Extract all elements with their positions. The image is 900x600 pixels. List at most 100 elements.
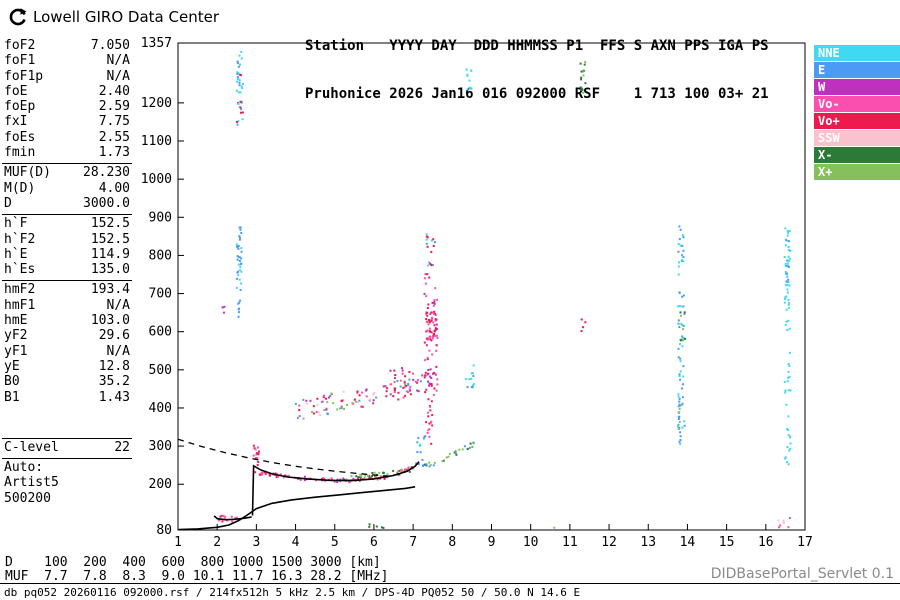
param-group: MUF(D) 28.230 M(D) 4.00 D 3000.0 [2,163,132,214]
echo-dot [677,415,680,418]
echo-dot [374,475,377,478]
echo-dot [787,303,790,306]
direction-legend: NNE E W Vo- Vo+ SSW X- X+ [814,45,900,181]
echo-dot [384,385,387,388]
echo-dot [468,446,471,449]
echo-dot [789,250,792,253]
echo-dot [416,389,419,392]
echo-dot [787,265,790,268]
echo-dot [785,428,788,431]
echo-dot [432,321,435,324]
echo-dot [428,261,431,264]
echo-dot [394,387,397,390]
echo-dot [367,474,370,477]
echo-dot [238,259,241,262]
echo-dot [682,249,685,252]
param-row: yF2 29.6 [4,328,130,343]
echo-dot [238,278,241,281]
echo-dot [389,393,392,396]
param-label: hmE [4,313,28,329]
echo-dot [239,91,242,94]
echo-dot [373,391,376,394]
echo-dot [677,319,680,322]
trace-true-height-profile [178,486,416,531]
echo-dot [237,315,240,318]
echo-dot [430,264,433,267]
echo-dot [236,76,239,79]
param-group: hmF2 193.4 hmF1 N/A hmE 103.0 yF2 29.6 yF1 N/A yE 1… [2,280,132,407]
echo-dot [581,70,584,73]
echo-dot [424,282,427,285]
echo-dot [219,515,222,518]
echo-dot [580,70,583,73]
x-tick-label: 16 [758,535,774,550]
echo-dot [430,319,433,322]
echo-dot [584,82,587,85]
echo-dot [425,421,428,424]
echo-dot [682,324,685,327]
echo-dot [433,372,436,375]
param-label: h`Es [4,262,36,278]
echo-dot [240,247,243,250]
echo-dot [431,424,434,427]
echo-dot [403,381,406,384]
echo-dot [426,273,429,276]
echo-dot [441,460,444,463]
echo-dot [427,380,430,383]
echo-dot [783,380,786,383]
echo-dot [360,474,363,477]
echo-dot [329,394,332,397]
echo-dot [428,329,431,332]
echo-dot [681,335,684,338]
echo-dot [408,388,411,391]
echo-dot [237,77,240,80]
echo-dot [423,341,426,344]
param-value: 103.0 [90,313,130,329]
echo-dot [236,62,239,65]
echo-dot [678,291,681,294]
echo-dot [404,394,407,397]
echo-dot [466,386,469,389]
echo-dot [263,471,266,474]
echo-dot [788,327,791,330]
echo-dot [789,257,792,260]
echo-dot [445,456,448,459]
echo-dot [409,393,412,396]
echo-dot [220,514,223,517]
echo-dot [787,526,790,529]
echo-dot [417,390,420,393]
echo-dot [677,250,680,253]
echo-dot [394,374,397,377]
echo-dot [787,246,790,249]
echo-dot [396,379,399,382]
echo-dot [785,265,788,268]
echo-dot [684,337,687,340]
echo-dot [786,259,789,262]
x-tick-label: 8 [448,535,456,550]
echo-dot [682,365,685,368]
echo-dot [430,331,433,334]
echo-dot [580,78,583,81]
legend-item-ssw: SSW [814,130,900,146]
echo-dot [431,301,434,304]
y-tick-label: 1100 [141,134,172,149]
param-label: foF2 [4,38,36,53]
echo-dot [433,387,436,390]
echo-dot [368,474,371,477]
echo-dot [240,282,243,285]
echo-dot [402,386,405,389]
echo-dot [223,517,226,520]
echo-dot [682,294,685,297]
echo-dot [316,397,319,400]
echo-dot [255,453,258,456]
echo-dot [240,85,243,88]
echo-dot [682,305,685,308]
echo-dot [431,353,434,356]
x-tick-label: 17 [797,535,813,550]
echo-dot [681,259,684,262]
echo-dot [311,410,314,413]
echo-dot [407,391,410,394]
echo-dot [466,74,469,77]
echo-dot [788,364,791,367]
